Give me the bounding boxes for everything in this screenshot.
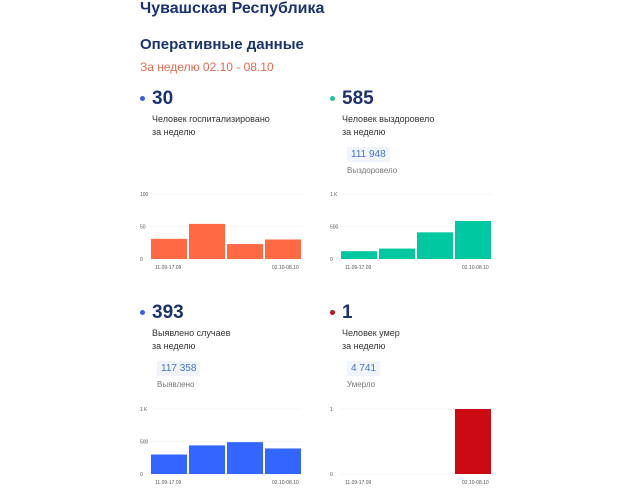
total-badge: 117 358 bbox=[157, 361, 201, 376]
bullet-dot-icon bbox=[140, 96, 145, 101]
y-tick-label: 0 bbox=[330, 472, 333, 478]
bar[interactable] bbox=[265, 448, 301, 474]
y-tick-label: 0 bbox=[330, 257, 333, 263]
y-tick-label: 0 bbox=[140, 472, 143, 478]
bar[interactable] bbox=[151, 454, 187, 475]
bar[interactable] bbox=[227, 244, 263, 259]
x-tick-label: 02.10-08.10 bbox=[272, 480, 299, 486]
card-desc-line1: Выявлено случаев bbox=[152, 328, 231, 338]
bar[interactable] bbox=[151, 238, 187, 259]
card-desc: Выявлено случаев за неделю bbox=[152, 327, 230, 353]
y-tick-label: 500 bbox=[140, 440, 149, 446]
card-value: 30 bbox=[152, 88, 174, 109]
y-tick-label: 100 bbox=[140, 192, 149, 198]
bar[interactable] bbox=[189, 223, 225, 259]
card-desc-line1: Человек выздоровело bbox=[342, 114, 435, 124]
total-label: Выявлено bbox=[157, 380, 195, 389]
x-tick-label: 11.09-17.09 bbox=[345, 480, 372, 486]
card-desc-line1: Человек госпитализировано bbox=[152, 114, 270, 124]
bar[interactable] bbox=[417, 232, 453, 259]
period-label: За неделю 02.10 - 08.10 bbox=[140, 60, 274, 74]
x-tick-label: 11.09-17.09 bbox=[345, 265, 372, 271]
total-badge: 111 948 bbox=[347, 147, 390, 162]
bullet-dot-icon bbox=[330, 310, 335, 315]
card-value: 585 bbox=[342, 88, 374, 109]
card-desc: Человек выздоровело за неделю bbox=[342, 113, 434, 139]
bar-chart: 0 500 1 К 11.09-17.09 02.10-08.10 bbox=[330, 192, 492, 271]
card-desc-line2: за неделю bbox=[342, 127, 386, 137]
bar[interactable] bbox=[341, 251, 377, 259]
region-title: Чувашская Республика bbox=[140, 0, 325, 17]
bullet-dot-icon bbox=[330, 96, 335, 101]
y-tick-label: 1 К bbox=[330, 192, 337, 198]
y-tick-label: 0 bbox=[140, 257, 143, 263]
x-tick-label: 11.09-17.09 bbox=[155, 265, 182, 271]
total-label: Умерло bbox=[347, 380, 376, 389]
card-desc: Человек умер за неделю bbox=[342, 327, 400, 353]
card-value: 1 bbox=[342, 302, 353, 323]
bullet-dot-icon bbox=[140, 310, 145, 315]
bar-chart: 0 50 100 11.09-17.09 02.10-08.10 bbox=[140, 192, 302, 271]
card-desc-line2: за неделю bbox=[342, 341, 386, 351]
card-value: 393 bbox=[152, 302, 184, 323]
card-desc-line2: за неделю bbox=[152, 127, 196, 137]
bar[interactable] bbox=[455, 409, 491, 474]
total-label: Выздоровело bbox=[347, 166, 398, 175]
bar[interactable] bbox=[189, 445, 225, 474]
card-desc-line2: за неделю bbox=[152, 341, 196, 351]
x-tick-label: 02.10-08.10 bbox=[462, 265, 489, 271]
bar[interactable] bbox=[455, 220, 491, 259]
bar[interactable] bbox=[227, 442, 263, 474]
bar[interactable] bbox=[265, 239, 301, 260]
x-tick-label: 02.10-08.10 bbox=[272, 265, 299, 271]
x-tick-label: 02.10-08.10 bbox=[462, 480, 489, 486]
bar[interactable] bbox=[379, 248, 415, 259]
section-title: Оперативные данные bbox=[140, 36, 304, 53]
x-tick-label: 11.09-17.09 bbox=[155, 480, 182, 486]
bar-chart: 0 500 1 К 11.09-17.09 02.10-08.10 bbox=[140, 407, 302, 486]
card-desc: Человек госпитализировано за неделю bbox=[152, 113, 270, 139]
total-badge: 4 741 bbox=[347, 361, 381, 376]
y-tick-label: 1 bbox=[330, 407, 333, 413]
card-desc-line1: Человек умер bbox=[342, 328, 400, 338]
y-tick-label: 50 bbox=[140, 225, 146, 231]
bar-chart: 0 1 11.09-17.09 02.10-08.10 bbox=[330, 407, 492, 486]
y-tick-label: 500 bbox=[330, 225, 339, 231]
y-tick-label: 1 К bbox=[140, 407, 147, 413]
